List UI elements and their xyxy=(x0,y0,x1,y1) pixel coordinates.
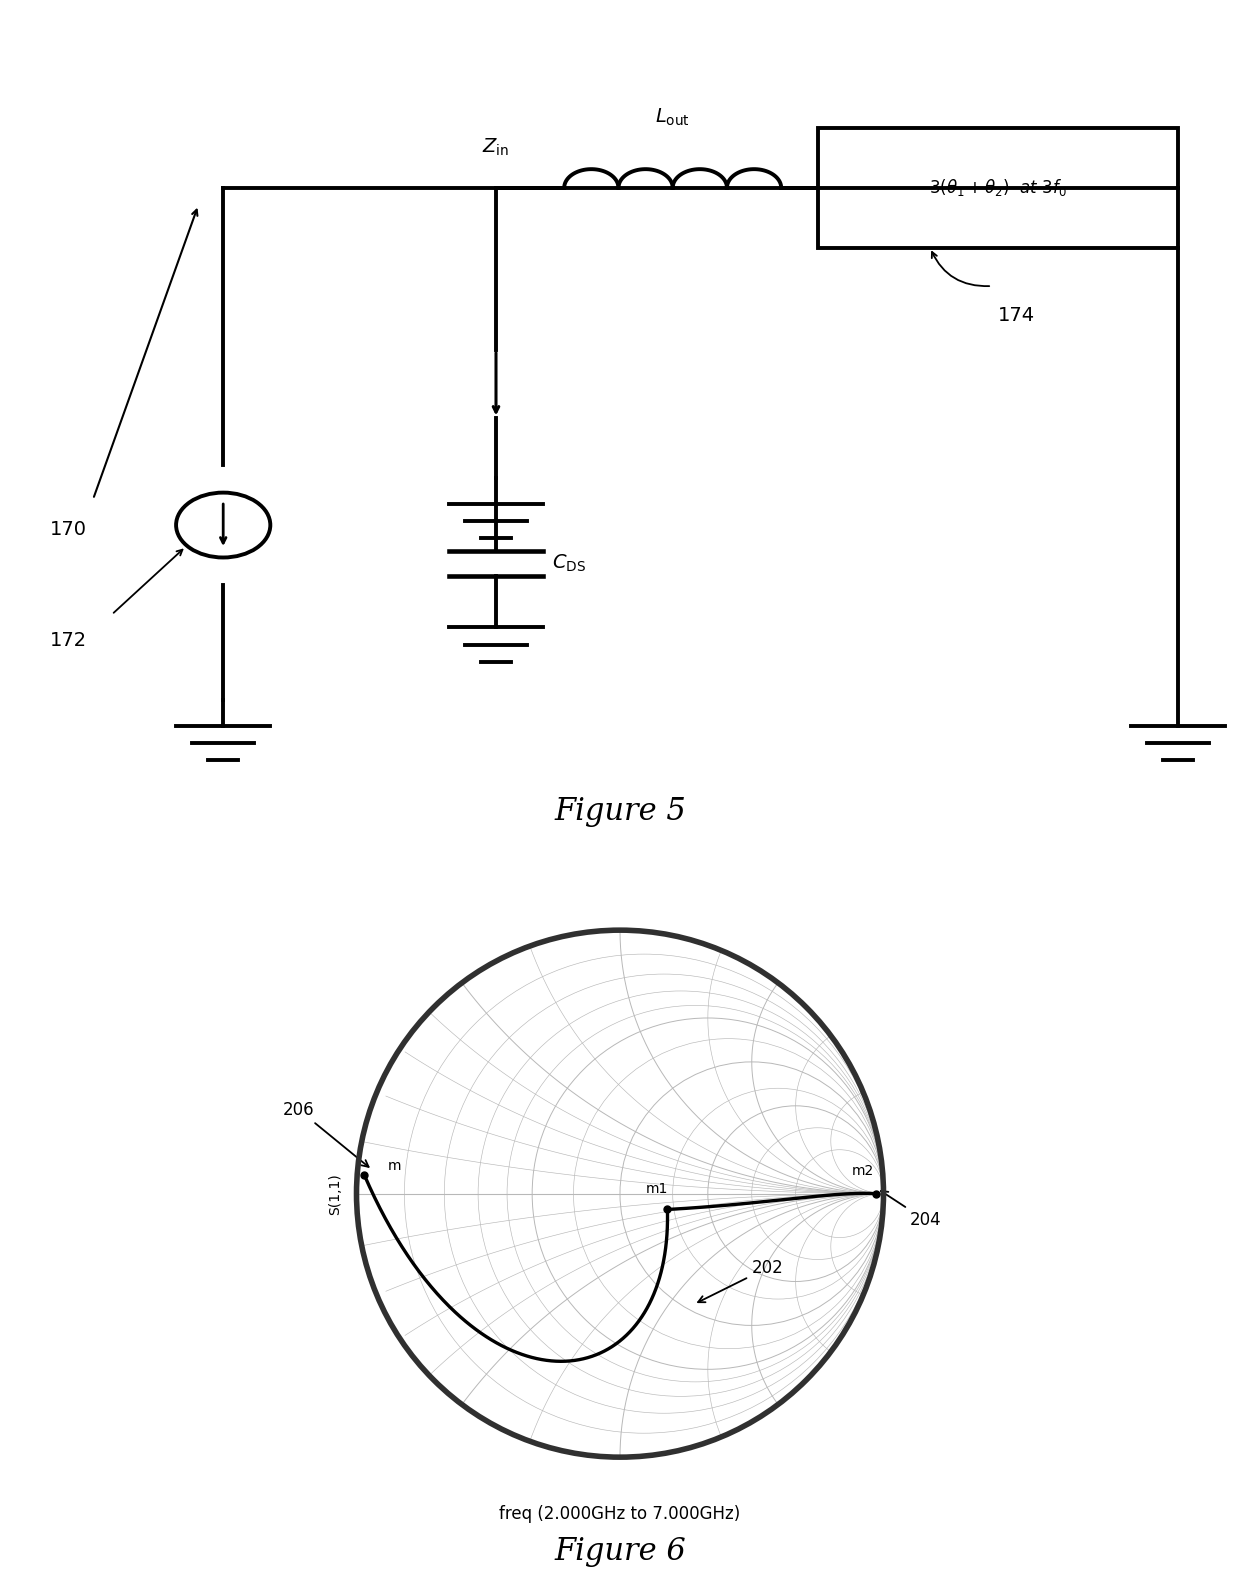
Text: $L_{\mathrm{out}}$: $L_{\mathrm{out}}$ xyxy=(655,108,689,128)
Text: $Z_{\mathrm{in}}$: $Z_{\mathrm{in}}$ xyxy=(482,136,510,158)
Text: 204: 204 xyxy=(880,1190,941,1230)
Text: 174: 174 xyxy=(998,307,1035,326)
Text: freq (2.000GHz to 7.000GHz): freq (2.000GHz to 7.000GHz) xyxy=(500,1505,740,1523)
Text: Figure 6: Figure 6 xyxy=(554,1537,686,1567)
Text: m: m xyxy=(388,1159,402,1173)
Text: S(1,1): S(1,1) xyxy=(329,1173,342,1214)
Text: m1: m1 xyxy=(646,1183,668,1197)
Text: $C_{\mathrm{DS}}$: $C_{\mathrm{DS}}$ xyxy=(552,553,585,574)
Text: 202: 202 xyxy=(698,1258,784,1303)
Text: 206: 206 xyxy=(283,1100,368,1167)
Text: $3(\theta_1 + \theta_2)$  at $3f_0$: $3(\theta_1 + \theta_2)$ at $3f_0$ xyxy=(929,177,1068,198)
Text: 170: 170 xyxy=(50,520,87,539)
Text: 172: 172 xyxy=(50,631,87,650)
Text: Figure 5: Figure 5 xyxy=(554,795,686,827)
FancyBboxPatch shape xyxy=(818,128,1178,248)
Text: m2: m2 xyxy=(852,1164,874,1178)
